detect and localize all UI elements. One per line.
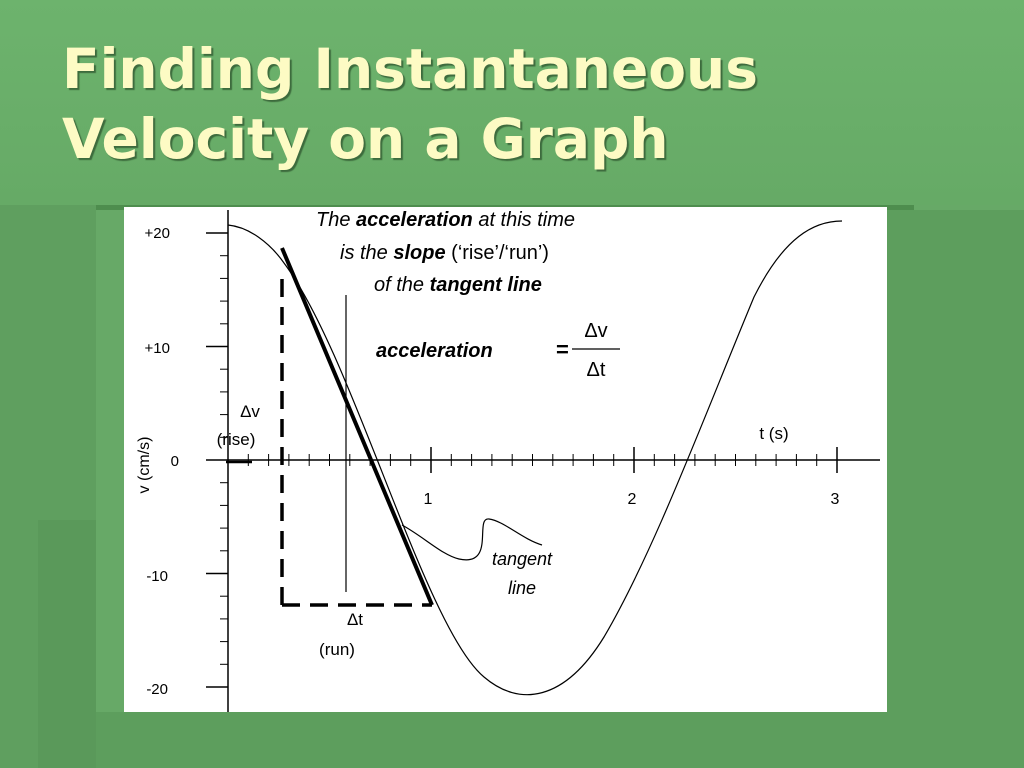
tangent-label-line-1: tangent: [492, 549, 553, 569]
annotation-line-1-suffix: at this time: [473, 209, 575, 231]
formula-denominator: Δt: [587, 359, 606, 381]
x-axis-label: t (s): [759, 424, 788, 443]
annotation-line-3-emphasis: tangent line: [430, 274, 542, 296]
title-background: [0, 0, 1024, 205]
slide-title-line-2: Velocity on a Graph: [62, 107, 669, 171]
formula-label: acceleration: [376, 340, 493, 362]
tangent-pointer: [401, 518, 543, 561]
svg-text:The acceleration at this time: The acceleration at this time: [316, 209, 575, 231]
annotation-line-1-prefix: The: [316, 209, 356, 231]
left-background-band-lower: [38, 520, 96, 768]
right-background-band: [887, 210, 1024, 768]
y-minor-ticks: [206, 232, 228, 688]
y-tick-label-zero: 0: [171, 453, 179, 470]
rise-label: (rise): [217, 430, 256, 449]
y-tick-label-plus-10: +10: [145, 340, 170, 357]
run-symbol: Δt: [347, 610, 363, 629]
tangent-line: [280, 247, 434, 606]
annotation-line-2-prefix: is the: [340, 242, 393, 264]
y-tick-label-minus-20: -20: [146, 681, 168, 698]
slide-title: Finding Instantaneous Velocity on a Grap…: [62, 34, 758, 174]
run-label: (run): [319, 640, 355, 659]
x-tick-label-1: 1: [424, 491, 433, 508]
x-tick-label-2: 2: [628, 491, 637, 508]
x-tick-label-3: 3: [831, 491, 840, 508]
svg-text:is the slope (‘rise’/‘run’): is the slope (‘rise’/‘run’): [340, 242, 549, 264]
y-tick-label-minus-10: -10: [146, 568, 168, 585]
rise-symbol: Δv: [240, 402, 260, 421]
annotation-line-3-prefix: of the: [374, 274, 430, 296]
annotation-line-2-suffix: (‘rise’/‘run’): [446, 242, 549, 264]
slide-title-line-1: Finding Instantaneous: [62, 37, 758, 101]
velocity-time-graph: +20 +10 0 -10 -20 1 2 3 v (cm/s) t (s): [136, 209, 880, 712]
tangent-label-line-2: line: [508, 578, 536, 598]
annotation-line-2-emphasis: slope: [393, 242, 445, 264]
svg-text:of the tangent line: of the tangent line: [374, 274, 542, 296]
formula-equals: =: [556, 337, 569, 362]
y-axis-label: v (cm/s): [136, 437, 153, 494]
annotation-line-1-emphasis: acceleration: [356, 209, 473, 231]
velocity-graph-panel: +20 +10 0 -10 -20 1 2 3 v (cm/s) t (s): [124, 207, 887, 712]
y-tick-label-plus-20: +20: [145, 225, 170, 242]
bottom-background-band: [96, 712, 887, 768]
velocity-curve: [227, 220, 843, 696]
formula-numerator: Δv: [584, 320, 607, 342]
